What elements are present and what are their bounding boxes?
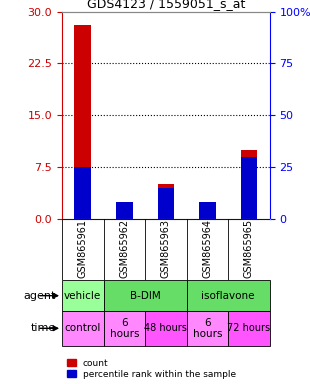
Text: GSM865963: GSM865963 xyxy=(161,219,171,278)
Legend: count, percentile rank within the sample: count, percentile rank within the sample xyxy=(67,358,237,379)
Bar xyxy=(104,311,145,346)
Text: B-DIM: B-DIM xyxy=(130,291,161,301)
Text: control: control xyxy=(64,323,101,333)
Bar xyxy=(74,167,91,219)
Bar xyxy=(228,311,270,346)
Bar xyxy=(62,280,104,311)
Bar xyxy=(187,280,270,311)
Bar xyxy=(187,311,228,346)
Bar xyxy=(104,280,187,311)
Text: GSM865961: GSM865961 xyxy=(78,219,88,278)
Bar xyxy=(241,150,257,219)
Bar xyxy=(199,202,216,219)
Text: GSM865965: GSM865965 xyxy=(244,219,254,278)
Bar xyxy=(157,188,174,219)
Title: GDS4123 / 1559051_s_at: GDS4123 / 1559051_s_at xyxy=(87,0,245,10)
Text: time: time xyxy=(31,323,56,333)
Bar xyxy=(62,311,104,346)
Bar xyxy=(157,184,174,219)
Bar xyxy=(241,157,257,219)
Text: isoflavone: isoflavone xyxy=(202,291,255,301)
Text: 6
hours: 6 hours xyxy=(193,318,222,339)
Bar xyxy=(199,202,216,219)
Text: 6
hours: 6 hours xyxy=(109,318,139,339)
Text: 72 hours: 72 hours xyxy=(227,323,271,333)
Bar xyxy=(145,311,187,346)
Text: vehicle: vehicle xyxy=(64,291,101,301)
Text: GSM865962: GSM865962 xyxy=(119,219,129,278)
Text: GSM865964: GSM865964 xyxy=(202,219,212,278)
Bar xyxy=(116,202,133,219)
Text: agent: agent xyxy=(24,291,56,301)
Text: 48 hours: 48 hours xyxy=(144,323,187,333)
Bar xyxy=(74,25,91,219)
Bar xyxy=(116,202,133,219)
